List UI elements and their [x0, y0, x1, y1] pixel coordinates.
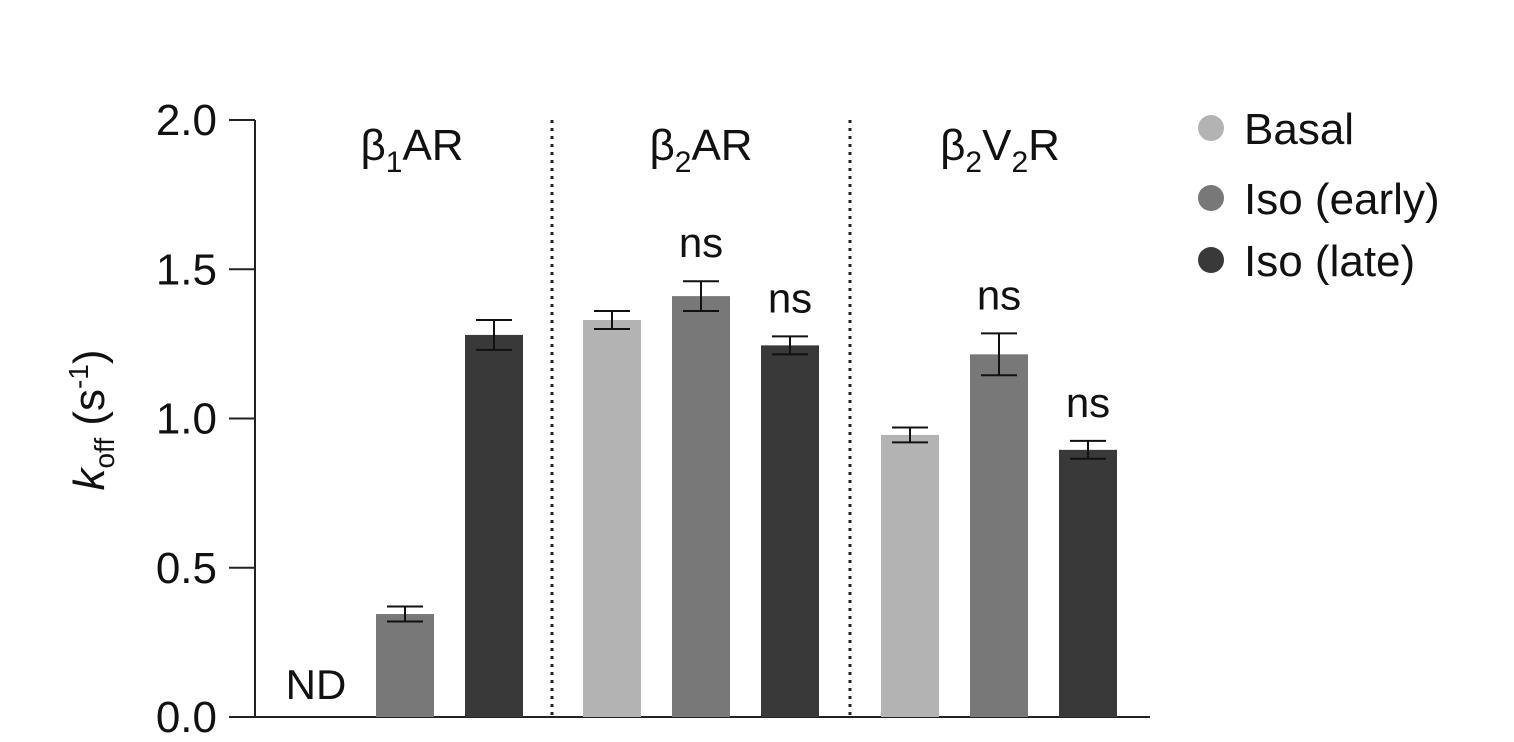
group-label-subscript: 2 — [1011, 146, 1028, 179]
y-axis-label-main: k — [65, 467, 114, 491]
group-label-text: β — [360, 121, 385, 170]
bar — [465, 334, 523, 717]
legend: Basal Iso (early) Iso (late) — [1198, 105, 1440, 286]
data-annotation: ns — [1066, 379, 1110, 426]
legend-label: Basal — [1244, 105, 1354, 154]
bar — [672, 296, 730, 717]
group-label-text: β — [940, 121, 965, 170]
legend-label: Iso (late) — [1244, 237, 1415, 286]
group-label-text: AR — [402, 121, 463, 170]
y-tick-label: 1.0 — [156, 395, 217, 444]
data-annotation: ns — [977, 271, 1021, 318]
group-label-text: R — [1028, 121, 1060, 170]
data-annotation: ns — [768, 274, 812, 321]
y-tick-label: 0.0 — [156, 693, 217, 742]
bar — [583, 319, 641, 717]
group-label: β2AR — [649, 121, 752, 179]
y-axis-label-sup: -1 — [63, 364, 94, 389]
y-axis-label-sub: off — [89, 438, 120, 469]
group-label-text: β — [649, 121, 674, 170]
group-label-text: AR — [691, 121, 752, 170]
group-label: β2V2R — [940, 121, 1060, 179]
group-label-subscript: 2 — [965, 146, 982, 179]
axes: 0.0 0.5 1.0 1.5 2.0 koff (s-1) — [63, 96, 1150, 742]
data-annotation: ND — [286, 661, 347, 708]
data-annotation: ns — [679, 219, 723, 266]
group-label-text: V — [982, 121, 1012, 170]
bar — [376, 614, 434, 717]
y-tick-label: 2.0 — [156, 96, 217, 145]
group-labels: β1AR β2AR β2V2R — [360, 121, 1059, 179]
legend-marker — [1198, 247, 1224, 273]
y-axis-label-unit: (s — [65, 389, 114, 438]
bar — [881, 434, 939, 717]
y-axis-label-close: ) — [65, 349, 114, 364]
bar — [1059, 449, 1117, 717]
bar — [970, 354, 1028, 717]
group-label: β1AR — [360, 121, 463, 179]
y-tick-label: 1.5 — [156, 245, 217, 294]
group-label-subscript: 1 — [386, 146, 403, 179]
y-tick-label: 0.5 — [156, 544, 217, 593]
bars — [376, 280, 1117, 717]
legend-marker — [1198, 115, 1224, 141]
legend-label: Iso (early) — [1244, 175, 1440, 224]
y-axis-label: koff (s-1) — [63, 349, 120, 490]
legend-marker — [1198, 185, 1224, 211]
bar — [761, 345, 819, 717]
group-label-subscript: 2 — [675, 146, 692, 179]
